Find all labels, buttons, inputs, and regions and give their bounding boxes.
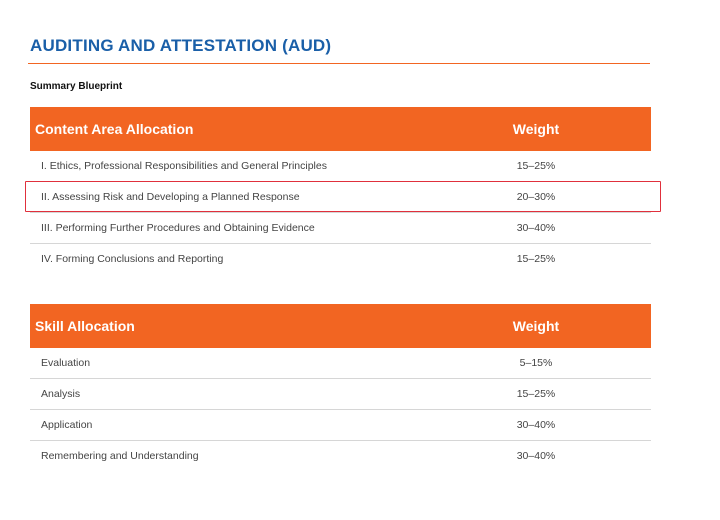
row-weight: 30–40% xyxy=(421,212,651,244)
row-skill: Application xyxy=(30,409,421,441)
table-row: Application 30–40% xyxy=(30,409,651,441)
row-weight: 30–40% xyxy=(421,409,651,441)
row-skill: Analysis xyxy=(30,378,421,410)
row-skill: Evaluation xyxy=(30,348,421,379)
table-row: III. Performing Further Procedures and O… xyxy=(30,212,651,244)
content-area-table: Content Area Allocation Weight I. Ethics… xyxy=(30,107,651,274)
column-header-weight: Weight xyxy=(421,107,651,151)
table-row: Analysis 15–25% xyxy=(30,378,651,410)
row-weight: 15–25% xyxy=(421,378,651,410)
row-weight: 15–25% xyxy=(421,151,651,182)
page-title: AUDITING AND ATTESTATION (AUD) xyxy=(30,36,332,55)
row-weight: 15–25% xyxy=(516,253,556,265)
table-row: Remembering and Understanding 30–40% xyxy=(30,441,651,472)
row-area: III. Performing Further Procedures and O… xyxy=(30,212,421,244)
table-row: Evaluation 5–15% xyxy=(30,348,651,379)
row-weight: 30–40% xyxy=(516,450,556,462)
column-header-skill: Skill Allocation xyxy=(30,304,421,348)
table-row: I. Ethics, Professional Responsibilities… xyxy=(30,151,651,182)
table-row: IV. Forming Conclusions and Reporting 15… xyxy=(30,244,651,275)
row-area: IV. Forming Conclusions and Reporting xyxy=(41,253,224,265)
table-header-row: Skill Allocation Weight xyxy=(30,304,651,348)
column-header-weight: Weight xyxy=(421,304,651,348)
row-weight: 20–30% xyxy=(421,181,651,213)
table-row: II. Assessing Risk and Developing a Plan… xyxy=(30,181,651,213)
table-header-row: Content Area Allocation Weight xyxy=(30,107,651,151)
column-header-area: Content Area Allocation xyxy=(30,107,421,151)
row-weight: 5–15% xyxy=(421,348,651,379)
row-skill: Remembering and Understanding xyxy=(41,450,199,462)
skill-allocation-table: Skill Allocation Weight Evaluation 5–15%… xyxy=(30,304,651,471)
row-area: I. Ethics, Professional Responsibilities… xyxy=(30,151,421,182)
row-area: II. Assessing Risk and Developing a Plan… xyxy=(30,181,421,213)
title-divider xyxy=(28,63,650,64)
section-subtitle: Summary Blueprint xyxy=(30,81,123,92)
